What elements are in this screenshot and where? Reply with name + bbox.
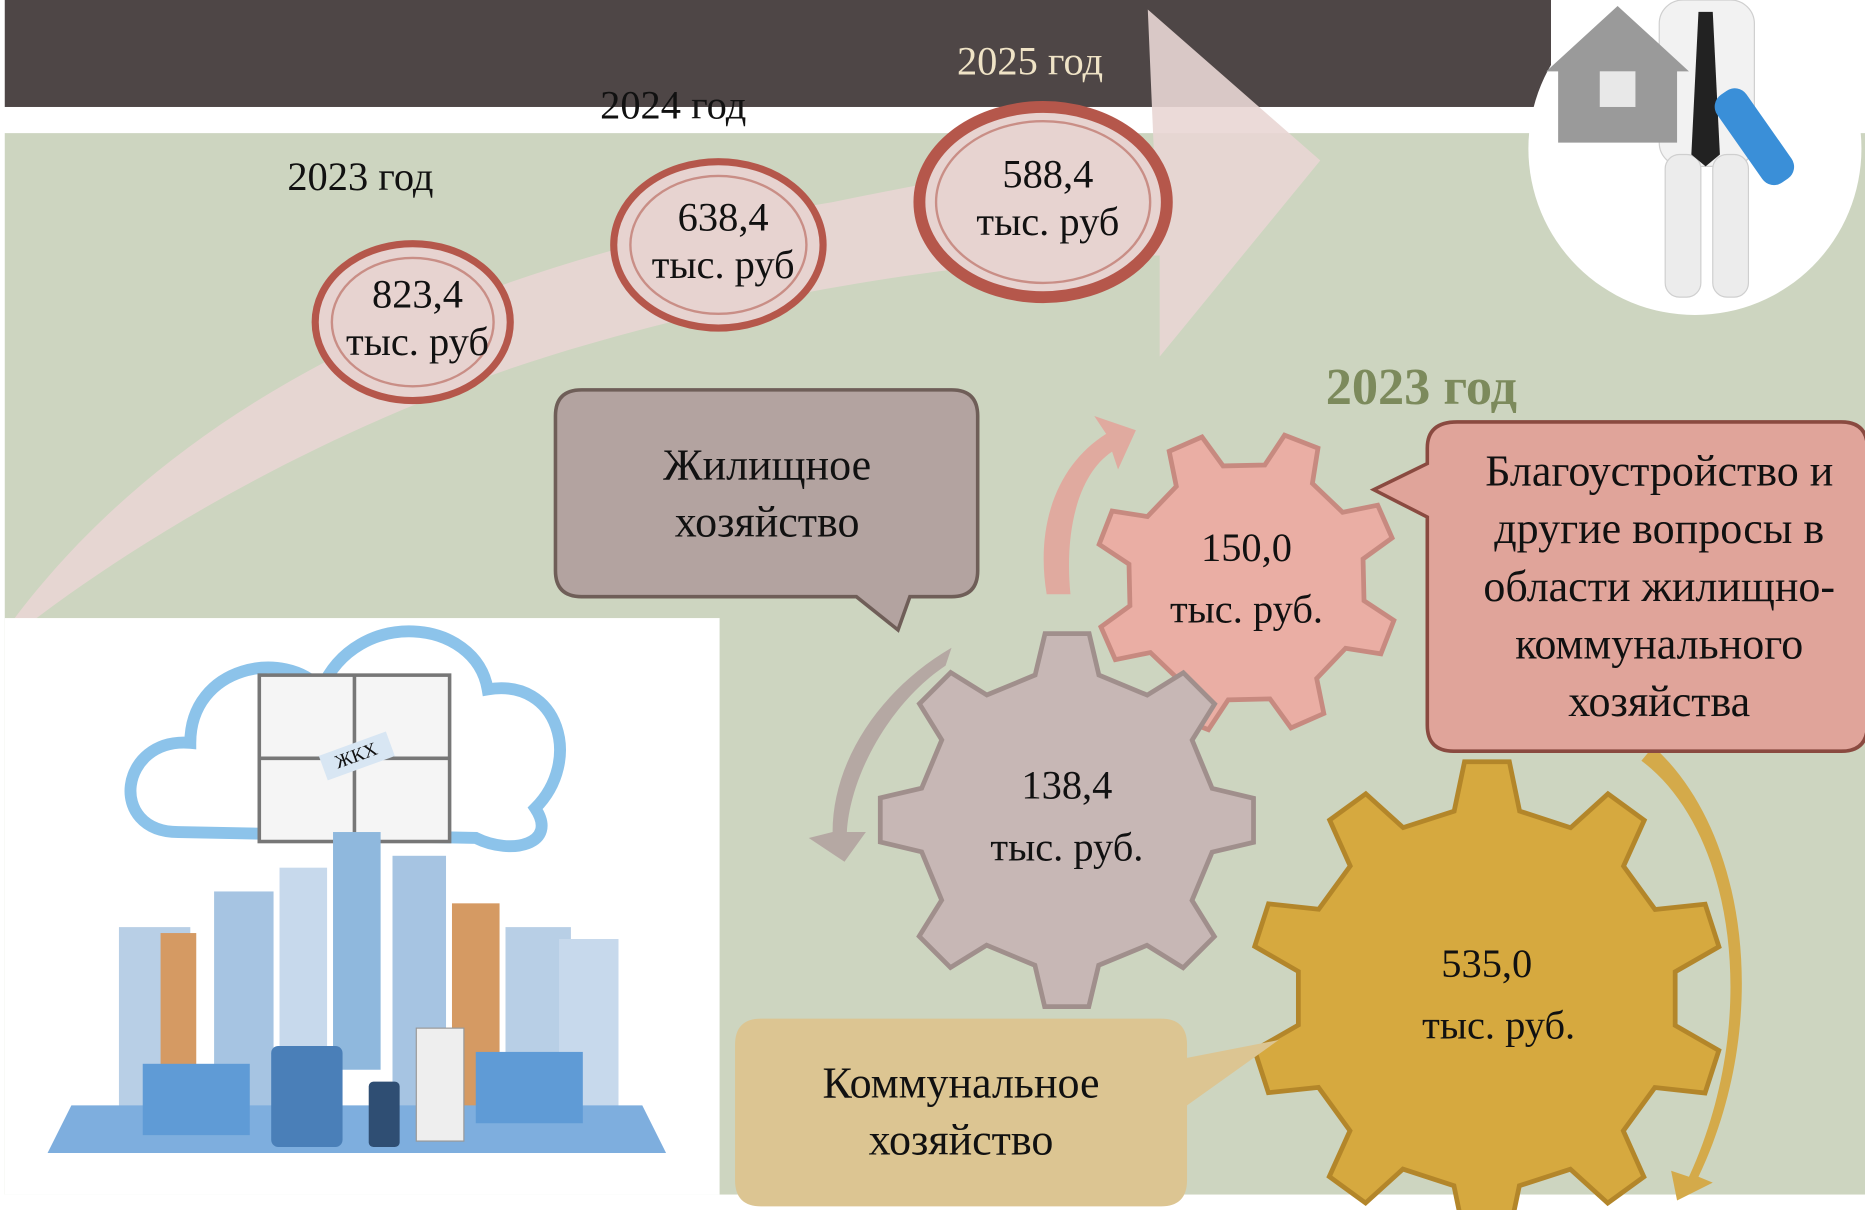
category-label: хозяйство — [869, 1116, 1054, 1165]
gears-title: 2023 год — [1326, 358, 1517, 416]
category-label: другие вопросы в — [1494, 504, 1824, 553]
header-band — [5, 0, 1551, 107]
gear-amount: 535,0 — [1441, 941, 1532, 986]
year-label: 2023 год — [287, 154, 433, 199]
gear — [880, 634, 1253, 1007]
category-label: коммунального — [1515, 619, 1803, 668]
infographic: ЖКХ 2023 год823,4тыс. руб2024 год638,4ты… — [0, 0, 1865, 1210]
page: {"timeline": {"items": [ {"year": "2023 … — [0, 0, 1865, 1210]
year-label: 2024 год — [600, 83, 746, 128]
gear-unit: тыс. руб. — [1422, 1003, 1575, 1048]
amount: 588,4 — [1002, 152, 1093, 197]
unit: тыс. руб — [652, 242, 795, 287]
amount: 823,4 — [372, 272, 463, 317]
year-label: 2025 год — [957, 39, 1103, 84]
gear-amount: 138,4 — [1021, 763, 1112, 808]
unit: тыс. руб — [346, 319, 489, 364]
amount: 638,4 — [678, 194, 769, 239]
city-illustration: ЖКХ — [5, 618, 720, 1194]
category-label: Коммунальное — [822, 1059, 1099, 1108]
gear-unit: тыс. руб. — [1170, 587, 1323, 632]
gear-amount: 150,0 — [1201, 525, 1292, 570]
category-label: Жилищное — [663, 441, 871, 490]
category-label: Благоустройство и — [1485, 447, 1833, 496]
gear-unit: тыс. руб. — [990, 824, 1143, 869]
category-label: хозяйства — [1568, 677, 1750, 726]
unit: тыс. руб — [976, 199, 1119, 244]
category-label: хозяйство — [675, 498, 860, 547]
category-label: области жилищно- — [1483, 562, 1835, 611]
